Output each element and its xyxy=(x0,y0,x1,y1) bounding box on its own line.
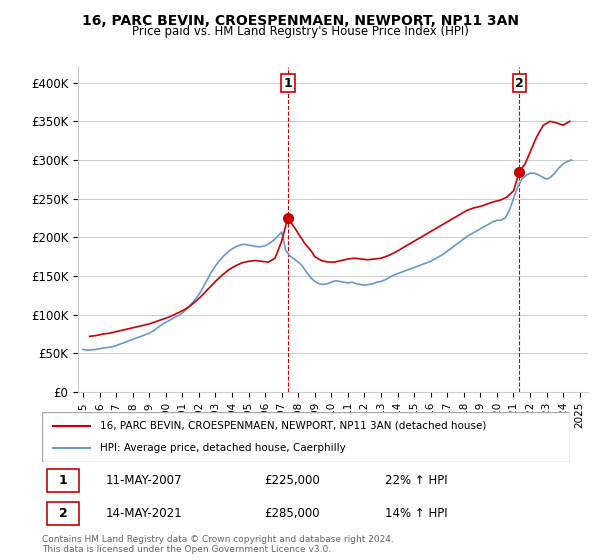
Text: Price paid vs. HM Land Registry's House Price Index (HPI): Price paid vs. HM Land Registry's House … xyxy=(131,25,469,38)
Text: 2: 2 xyxy=(515,77,524,90)
Text: 11-MAY-2007: 11-MAY-2007 xyxy=(106,474,182,487)
Text: 1: 1 xyxy=(283,77,292,90)
Text: £285,000: £285,000 xyxy=(264,507,319,520)
Text: HPI: Average price, detached house, Caerphilly: HPI: Average price, detached house, Caer… xyxy=(100,443,346,453)
Text: £225,000: £225,000 xyxy=(264,474,320,487)
Text: 16, PARC BEVIN, CROESPENMAEN, NEWPORT, NP11 3AN: 16, PARC BEVIN, CROESPENMAEN, NEWPORT, N… xyxy=(82,14,518,28)
Text: 22% ↑ HPI: 22% ↑ HPI xyxy=(385,474,448,487)
Text: 16, PARC BEVIN, CROESPENMAEN, NEWPORT, NP11 3AN (detached house): 16, PARC BEVIN, CROESPENMAEN, NEWPORT, N… xyxy=(100,421,487,431)
FancyBboxPatch shape xyxy=(47,502,79,525)
FancyBboxPatch shape xyxy=(47,469,79,492)
Text: 1: 1 xyxy=(59,474,67,487)
Text: 14% ↑ HPI: 14% ↑ HPI xyxy=(385,507,448,520)
Text: Contains HM Land Registry data © Crown copyright and database right 2024.
This d: Contains HM Land Registry data © Crown c… xyxy=(42,535,394,554)
Text: 14-MAY-2021: 14-MAY-2021 xyxy=(106,507,182,520)
Text: 2: 2 xyxy=(59,507,67,520)
FancyBboxPatch shape xyxy=(42,412,570,462)
